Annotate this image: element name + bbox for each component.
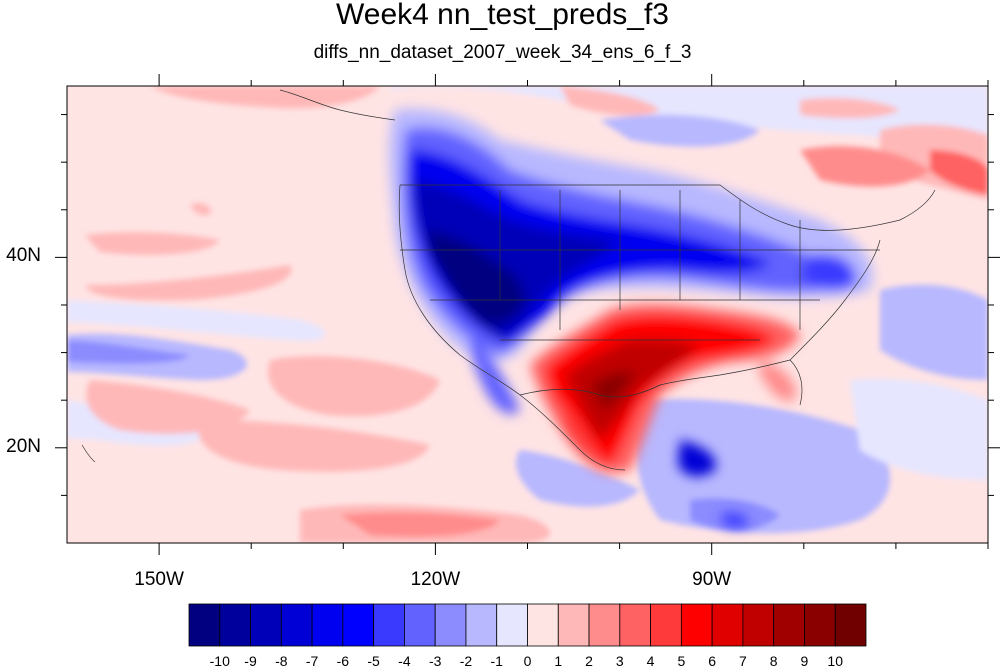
colorbar	[188, 603, 867, 647]
colorbar-label: 8	[769, 653, 778, 669]
colorbar-swatch	[527, 603, 559, 647]
colorbar-swatch	[250, 603, 282, 647]
colorbar-swatch	[680, 603, 713, 647]
x-tick-label: 90W	[692, 569, 732, 590]
colorbar-label: 3	[615, 653, 624, 669]
colorbar-label: -3	[428, 653, 442, 669]
colorbar-swatch	[711, 603, 744, 647]
warm-anomaly	[530, 304, 800, 474]
colorbar-label: 6	[708, 653, 717, 669]
colorbar-label: 2	[585, 653, 593, 669]
colorbar-label: -6	[336, 653, 350, 669]
colorbar-swatch	[373, 603, 405, 647]
colorbar-swatch	[465, 603, 498, 647]
colorbar-label: 7	[739, 653, 747, 669]
x-tick-label: 150W	[134, 569, 184, 590]
colorbar-swatch	[219, 603, 251, 647]
colorbar-label: -8	[275, 653, 288, 669]
colorbar-label: -10	[209, 653, 230, 669]
colorbar-label: -4	[398, 653, 411, 669]
colorbar-swatch	[650, 603, 682, 647]
y-tick-label: 20N	[6, 435, 41, 457]
colorbar-label: -2	[459, 653, 473, 669]
colorbar-label: -1	[490, 653, 503, 669]
colorbar-swatch	[342, 603, 375, 647]
colorbar-swatch	[773, 603, 805, 647]
colorbar-swatch	[404, 603, 436, 647]
colorbar-swatch	[188, 603, 221, 647]
colorbar-swatch	[742, 603, 775, 647]
colorbar-swatch	[311, 603, 344, 647]
colorbar-label: 0	[523, 653, 532, 669]
colorbar-swatch	[434, 603, 467, 647]
map-title: Week4 nn_test_preds_f3	[335, 0, 669, 31]
colorbar-swatch	[557, 603, 590, 647]
colorbar-label: 5	[677, 653, 686, 669]
colorbar-label: -5	[367, 653, 380, 669]
axis-ticks	[55, 74, 1000, 555]
coastlines	[81, 89, 936, 471]
colorbar-label: 9	[800, 653, 809, 669]
map-subtitle: diffs_nn_dataset_2007_week_34_ens_6_f_3	[313, 42, 692, 63]
colorbar-label: 10	[827, 653, 843, 669]
colorbar-swatch	[496, 603, 528, 647]
colorbar-label: -9	[244, 653, 257, 669]
colorbar-label: 4	[646, 653, 655, 669]
colorbar-swatch	[619, 603, 651, 647]
x-tick-label: 120W	[410, 569, 461, 590]
colorbar-swatch	[804, 603, 836, 647]
colorbar-label: -7	[305, 653, 319, 669]
colorbar-label: 1	[554, 653, 563, 669]
colorbar-swatch	[834, 603, 867, 647]
colorbar-swatch	[588, 603, 621, 647]
anomaly-field	[67, 86, 988, 543]
y-tick-label: 40N	[6, 245, 41, 267]
colorbar-swatch	[280, 603, 313, 647]
